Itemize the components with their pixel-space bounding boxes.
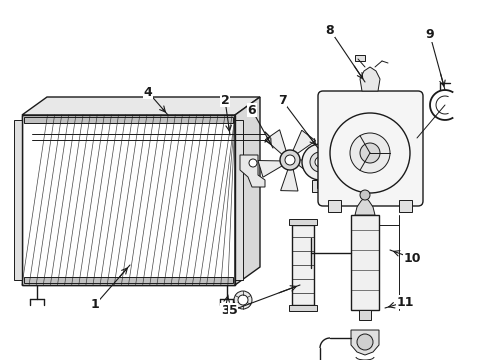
Polygon shape <box>312 180 325 192</box>
Text: 2: 2 <box>220 94 229 107</box>
Bar <box>235 120 243 280</box>
Text: 10: 10 <box>403 252 421 265</box>
Polygon shape <box>328 200 341 212</box>
Text: 1: 1 <box>91 298 99 311</box>
Circle shape <box>234 291 252 309</box>
Circle shape <box>360 190 370 200</box>
Bar <box>22 115 235 285</box>
Polygon shape <box>265 130 287 156</box>
Circle shape <box>280 150 300 170</box>
Bar <box>289 219 317 225</box>
Bar <box>351 215 379 310</box>
Polygon shape <box>355 197 375 215</box>
Text: 6: 6 <box>247 104 256 117</box>
Text: 3: 3 <box>220 303 229 316</box>
Text: 9: 9 <box>426 28 434 41</box>
Circle shape <box>350 133 390 173</box>
Bar <box>289 305 317 311</box>
Bar <box>14 120 22 280</box>
Bar <box>359 310 371 320</box>
Circle shape <box>360 143 380 163</box>
Polygon shape <box>360 67 380 91</box>
Text: 5: 5 <box>229 303 237 316</box>
Circle shape <box>238 295 248 305</box>
Polygon shape <box>24 117 233 123</box>
Text: 4: 4 <box>144 85 152 99</box>
Polygon shape <box>235 97 260 285</box>
Bar <box>22 115 235 285</box>
Text: 8: 8 <box>326 23 334 36</box>
Circle shape <box>310 152 330 172</box>
Polygon shape <box>24 277 233 283</box>
Polygon shape <box>281 167 298 191</box>
Circle shape <box>285 155 295 165</box>
Bar <box>355 55 365 61</box>
Circle shape <box>315 157 325 167</box>
Bar <box>292 225 314 305</box>
Polygon shape <box>351 330 379 355</box>
Polygon shape <box>399 200 412 212</box>
Circle shape <box>357 334 373 350</box>
Circle shape <box>302 144 338 180</box>
Polygon shape <box>22 97 260 115</box>
Polygon shape <box>258 161 284 177</box>
Text: 11: 11 <box>396 296 414 309</box>
FancyBboxPatch shape <box>318 91 423 206</box>
Polygon shape <box>297 160 322 178</box>
Polygon shape <box>240 155 265 187</box>
Polygon shape <box>292 130 316 154</box>
Circle shape <box>249 159 257 167</box>
Text: 7: 7 <box>278 94 286 107</box>
